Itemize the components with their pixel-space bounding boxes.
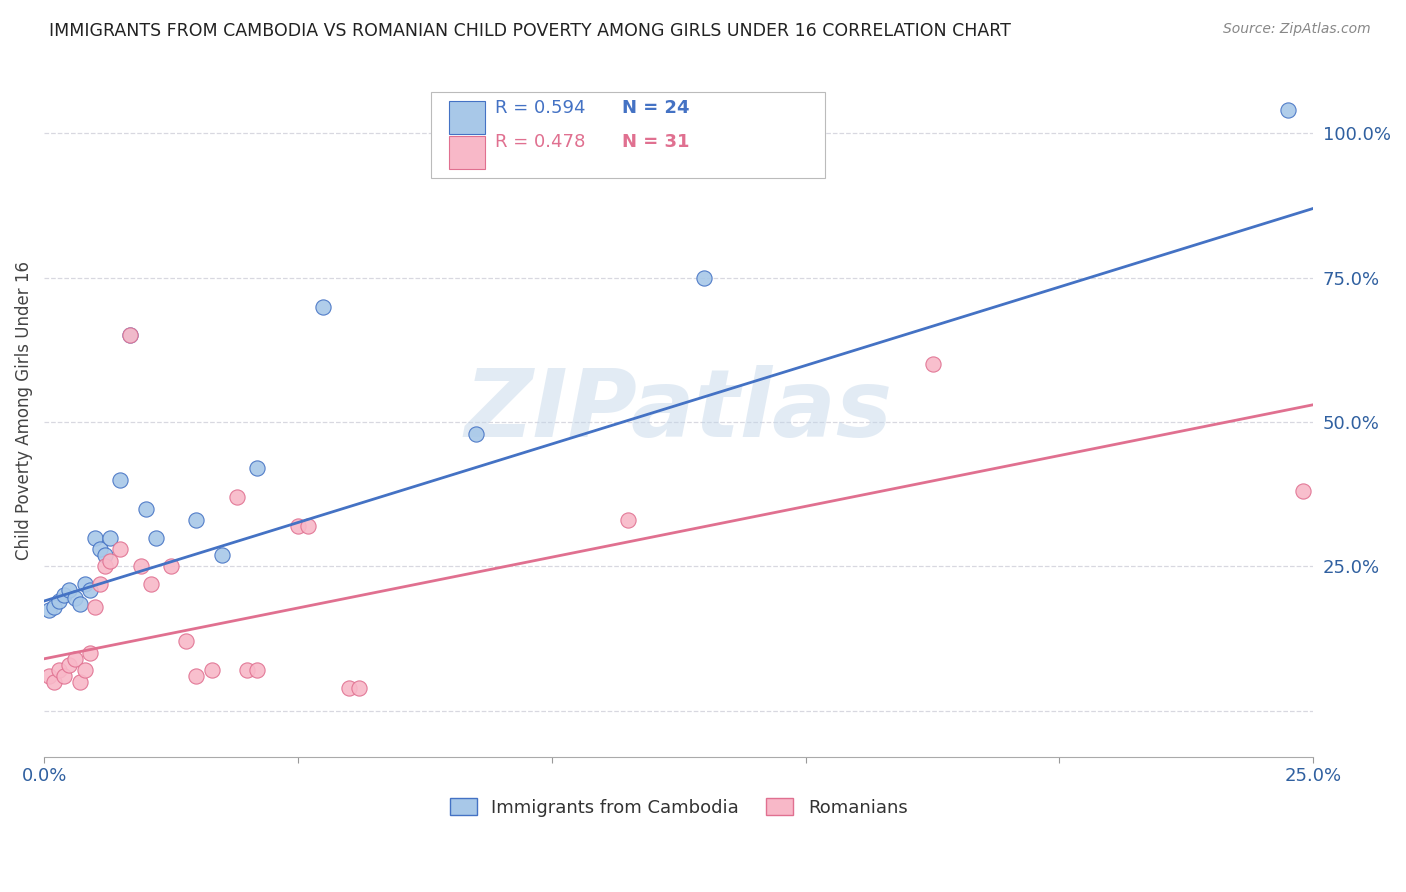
Text: ZIPatlas: ZIPatlas [464,365,893,457]
Point [236,664,259,678]
Point [246,461,269,475]
FancyBboxPatch shape [449,136,485,169]
Point [617,513,640,527]
Point [58,582,80,597]
Point [89,576,111,591]
Point [89,542,111,557]
Point [53,588,76,602]
Point [347,681,370,695]
Point [48,594,70,608]
Point [94,559,117,574]
Point [337,681,360,695]
Point [135,501,157,516]
Point [53,669,76,683]
Point [186,513,208,527]
Point [58,657,80,672]
Point [79,582,101,597]
Legend: Immigrants from Cambodia, Romanians: Immigrants from Cambodia, Romanians [443,791,915,824]
Point [38,603,60,617]
Point [94,548,117,562]
Y-axis label: Child Poverty Among Girls Under 16: Child Poverty Among Girls Under 16 [15,261,32,560]
Point [287,519,309,533]
Point [211,548,233,562]
Point [38,669,60,683]
Point [83,531,105,545]
Point [464,426,486,441]
Point [63,591,86,606]
Text: R = 0.594: R = 0.594 [495,99,585,117]
Point [297,519,319,533]
Point [139,576,162,591]
Point [98,554,121,568]
Point [69,597,91,611]
Point [73,576,96,591]
Point [246,664,269,678]
FancyBboxPatch shape [432,92,825,178]
Point [145,531,167,545]
Point [921,357,943,371]
Point [44,674,66,689]
Point [110,473,132,487]
Point [1277,103,1299,118]
Point [160,559,183,574]
Point [83,599,105,614]
Point [201,664,224,678]
Point [693,270,716,285]
Point [120,328,142,343]
Point [226,490,249,504]
Point [174,634,197,648]
Text: R = 0.478: R = 0.478 [495,134,585,152]
Text: Source: ZipAtlas.com: Source: ZipAtlas.com [1223,22,1371,37]
Point [73,664,96,678]
Point [44,599,66,614]
Point [129,559,152,574]
Text: N = 31: N = 31 [621,134,689,152]
Point [312,300,335,314]
Text: IMMIGRANTS FROM CAMBODIA VS ROMANIAN CHILD POVERTY AMONG GIRLS UNDER 16 CORRELAT: IMMIGRANTS FROM CAMBODIA VS ROMANIAN CHI… [49,22,1011,40]
Point [79,646,101,660]
Point [69,674,91,689]
Point [48,664,70,678]
Point [63,652,86,666]
Point [1292,484,1315,499]
FancyBboxPatch shape [449,102,485,134]
Point [98,531,121,545]
Point [186,669,208,683]
Point [110,542,132,557]
Point [120,328,142,343]
Text: N = 24: N = 24 [621,99,689,117]
